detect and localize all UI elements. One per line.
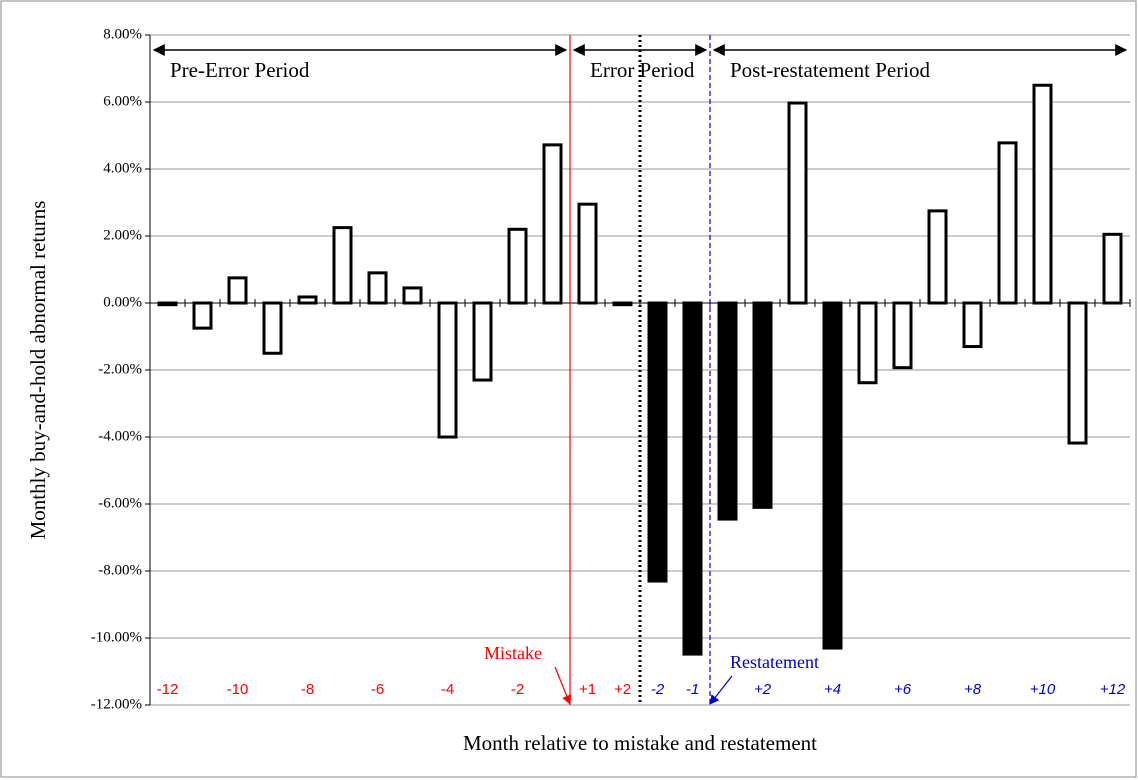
- bar: [822, 301, 843, 650]
- bar: [472, 301, 493, 382]
- y-tick-label: -10.00%: [91, 629, 142, 645]
- y-tick-label: -8.00%: [98, 562, 142, 578]
- x-tick-label: +12: [1100, 681, 1126, 698]
- y-axis-label: Monthly buy-and-hold abnormal returns: [26, 201, 50, 540]
- bar: [752, 301, 773, 509]
- period-label: Pre-Error Period: [170, 58, 310, 82]
- bar: [332, 226, 353, 305]
- bar: [227, 276, 248, 305]
- x-axis-label: Month relative to mistake and restatemen…: [463, 731, 817, 755]
- x-tick-label: +2: [614, 681, 631, 698]
- bar: [962, 301, 983, 349]
- y-tick-label: -12.00%: [91, 696, 142, 712]
- bar: [507, 227, 528, 305]
- marker-label: Restatement: [730, 652, 819, 672]
- bar: [892, 301, 913, 370]
- period-label: Post-restatement Period: [730, 58, 931, 82]
- bar: [192, 301, 213, 330]
- bar: [1032, 83, 1053, 305]
- x-tick-label: +8: [964, 681, 982, 698]
- bar: [717, 301, 738, 521]
- y-tick-label: -4.00%: [98, 428, 142, 444]
- x-tick-label: +10: [1030, 681, 1056, 698]
- y-tick-label: -2.00%: [98, 361, 142, 377]
- y-tick-label: 6.00%: [103, 93, 142, 109]
- x-tick-label: -8: [301, 681, 314, 698]
- x-tick-label: +1: [579, 681, 596, 698]
- bar: [262, 301, 283, 355]
- x-tick-label: -1: [686, 681, 699, 698]
- y-tick-label: 8.00%: [103, 26, 142, 42]
- bar: [542, 143, 563, 305]
- x-tick-label: -2: [511, 681, 524, 698]
- bar: [437, 301, 458, 439]
- bar: [1102, 232, 1123, 305]
- x-tick-label: -12: [157, 681, 179, 698]
- bar: [927, 209, 948, 305]
- marker-arrow: [709, 675, 733, 705]
- bar: [857, 301, 878, 385]
- x-tick-label: -2: [651, 681, 665, 698]
- x-tick-label: -10: [227, 681, 249, 698]
- bar: [297, 295, 318, 305]
- bar: [1067, 301, 1088, 445]
- x-tick-label: -6: [371, 681, 384, 698]
- x-tick-label: +2: [754, 681, 772, 698]
- bar: [402, 286, 423, 305]
- bar: [997, 141, 1018, 305]
- y-tick-label: 0.00%: [103, 294, 142, 310]
- x-tick-label: +4: [824, 681, 841, 698]
- bar: [682, 301, 703, 656]
- period-label: Error Period: [590, 58, 695, 82]
- bar: [577, 202, 598, 305]
- x-tick-label: +6: [894, 681, 912, 698]
- bar: [787, 101, 808, 305]
- y-tick-label: 4.00%: [103, 160, 142, 176]
- y-tick-label: 2.00%: [103, 227, 142, 243]
- bar: [647, 301, 668, 583]
- y-tick-label: -6.00%: [98, 495, 142, 511]
- marker-arrow: [554, 666, 572, 705]
- bar: [367, 271, 388, 305]
- marker-label: Mistake: [484, 643, 542, 663]
- x-tick-label: -4: [441, 681, 454, 698]
